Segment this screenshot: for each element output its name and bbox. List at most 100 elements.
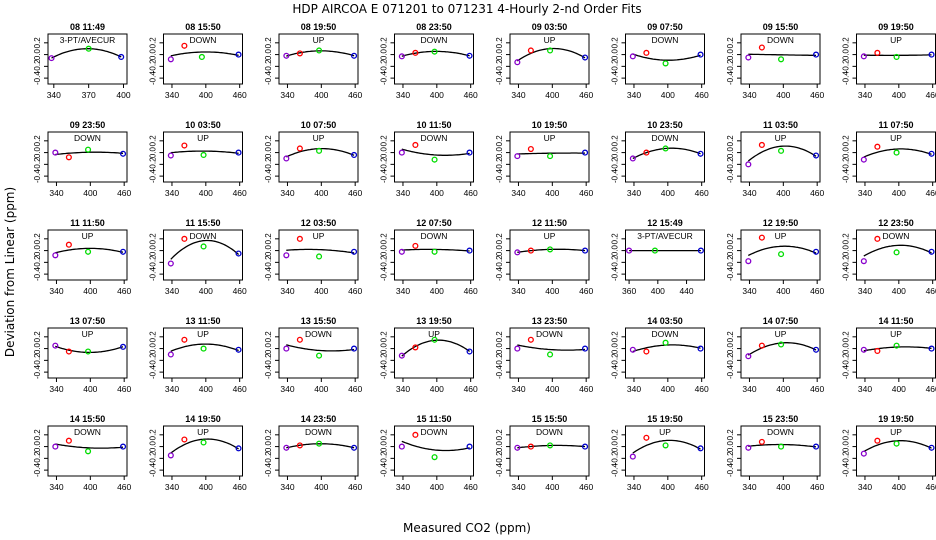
fit-curve bbox=[863, 244, 932, 257]
panel-frame bbox=[394, 229, 474, 281]
data-point bbox=[296, 336, 303, 343]
panel: 09 03:50 UP 0.20.0-0.2-0.4 340 400 460 bbox=[495, 22, 594, 100]
panel: 08 15:50 DOWN 0.20.0-0.2-0.4 340 400 460 bbox=[149, 22, 248, 100]
panel-time-label: 13 07:50 bbox=[70, 316, 106, 326]
x-tick-label: 340 bbox=[742, 482, 756, 492]
y-tick-label: 0.0 bbox=[149, 146, 158, 158]
panel: 14 03:50 DOWN 0.20.0-0.2-0.4 340 400 460 bbox=[611, 316, 710, 394]
y-tick-label: -0.2 bbox=[726, 59, 735, 73]
panel-time-label: 14 03:50 bbox=[647, 316, 683, 326]
data-point bbox=[643, 434, 650, 441]
panel-mode-label: DOWN bbox=[190, 35, 217, 45]
x-tick-label: 340 bbox=[627, 188, 641, 198]
data-point bbox=[398, 443, 405, 450]
data-point bbox=[514, 345, 521, 352]
x-tick-label: 400 bbox=[199, 188, 213, 198]
fit-curve bbox=[863, 148, 932, 158]
y-tick-label: -0.4 bbox=[611, 267, 620, 281]
x-tick-label: 340 bbox=[396, 384, 410, 394]
data-point bbox=[65, 241, 72, 248]
data-point bbox=[350, 151, 358, 158]
x-tick-label: 400 bbox=[430, 90, 444, 100]
panel: 10 07:50 UP 0.20.0-0.2-0.4 340 400 460 bbox=[264, 120, 363, 198]
data-point bbox=[547, 246, 554, 253]
x-tick-label: 340 bbox=[858, 384, 872, 394]
x-tick-label: 340 bbox=[511, 90, 525, 100]
y-tick-label: -0.4 bbox=[149, 365, 158, 379]
y-tick-label: -0.4 bbox=[842, 463, 851, 477]
data-point bbox=[778, 251, 785, 258]
y-tick-label: 0.0 bbox=[611, 146, 620, 158]
panel-mode-label: UP bbox=[544, 231, 556, 241]
y-tick-label: 0.0 bbox=[726, 342, 735, 354]
data-point bbox=[651, 247, 658, 254]
data-point bbox=[200, 439, 207, 446]
panel-mode-label: DOWN bbox=[883, 231, 910, 241]
x-tick-label: 340 bbox=[165, 482, 179, 492]
panel-time-label: 14 19:50 bbox=[185, 414, 221, 424]
x-tick-label: 360 bbox=[622, 286, 636, 296]
panel-time-label: 11 07:50 bbox=[878, 120, 913, 130]
data-point bbox=[316, 440, 323, 447]
y-tick-label: 0.2 bbox=[149, 135, 158, 147]
x-tick-label: 400 bbox=[199, 384, 213, 394]
y-tick-label: 0.0 bbox=[380, 440, 389, 452]
panel: 09 19:50 UP 0.20.0-0.2-0.4 340 400 460 bbox=[842, 22, 936, 100]
panel: 10 19:50 UP 0.20.0-0.2-0.4 340 400 460 bbox=[495, 120, 594, 198]
y-tick-label: 0.2 bbox=[842, 233, 851, 245]
fit-curve bbox=[170, 343, 239, 352]
data-point bbox=[85, 45, 92, 52]
panel-time-label: 08 11:49 bbox=[70, 22, 105, 32]
data-point bbox=[514, 153, 521, 160]
x-tick-label: 340 bbox=[165, 188, 179, 198]
x-tick-label: 400 bbox=[116, 90, 130, 100]
y-tick-label: 0.2 bbox=[380, 37, 389, 49]
data-point bbox=[412, 49, 419, 56]
data-point bbox=[167, 56, 174, 63]
x-tick-label: 340 bbox=[858, 286, 872, 296]
fit-curve bbox=[632, 439, 701, 454]
panel: 19 19:50 UP 0.20.0-0.2-0.4 340 400 460 bbox=[842, 414, 936, 492]
x-tick-label: 340 bbox=[742, 286, 756, 296]
y-tick-label: 0.2 bbox=[842, 135, 851, 147]
x-tick-label: 460 bbox=[579, 482, 593, 492]
data-point bbox=[181, 42, 188, 49]
y-tick-label: -0.4 bbox=[726, 463, 735, 477]
x-tick-label: 460 bbox=[926, 384, 936, 394]
fit-curve bbox=[55, 151, 124, 156]
y-tick-label: 0.2 bbox=[726, 331, 735, 343]
x-tick-label: 340 bbox=[49, 188, 63, 198]
data-point bbox=[893, 249, 900, 256]
y-tick-label: -0.2 bbox=[33, 451, 42, 465]
data-point bbox=[581, 345, 589, 352]
x-tick-label: 400 bbox=[892, 384, 906, 394]
x-tick-label: 340 bbox=[165, 90, 179, 100]
x-tick-label: 460 bbox=[117, 286, 131, 296]
panel-mode-label: UP bbox=[313, 231, 325, 241]
y-tick-label: 0.2 bbox=[264, 135, 273, 147]
panel-frame bbox=[394, 425, 474, 477]
y-tick-label: -0.2 bbox=[380, 451, 389, 465]
y-tick-label: 0.2 bbox=[495, 233, 504, 245]
y-tick-label: 0.2 bbox=[264, 429, 273, 441]
panel-mode-label: DOWN bbox=[652, 329, 679, 339]
y-tick-label: -0.4 bbox=[264, 169, 273, 183]
data-point bbox=[296, 442, 303, 449]
x-tick-label: 340 bbox=[627, 482, 641, 492]
y-tick-label: 0.0 bbox=[264, 146, 273, 158]
panel: 13 11:50 UP 0.20.0-0.2-0.4 340 400 460 bbox=[149, 316, 248, 394]
data-point bbox=[745, 444, 752, 451]
y-tick-label: 0.0 bbox=[842, 146, 851, 158]
y-tick-label: -0.2 bbox=[611, 59, 620, 73]
data-point bbox=[893, 149, 900, 156]
panel: 13 19:50 UP 0.20.0-0.2-0.4 340 400 460 bbox=[380, 316, 479, 394]
x-tick-label: 460 bbox=[695, 90, 709, 100]
y-tick-label: 0.0 bbox=[726, 244, 735, 256]
y-tick-label: 0.0 bbox=[149, 440, 158, 452]
panel-mode-label: DOWN bbox=[536, 427, 563, 437]
x-tick-label: 370 bbox=[82, 90, 96, 100]
y-tick-label: -0.2 bbox=[842, 157, 851, 171]
x-tick-label: 340 bbox=[858, 482, 872, 492]
data-point bbox=[629, 346, 636, 353]
